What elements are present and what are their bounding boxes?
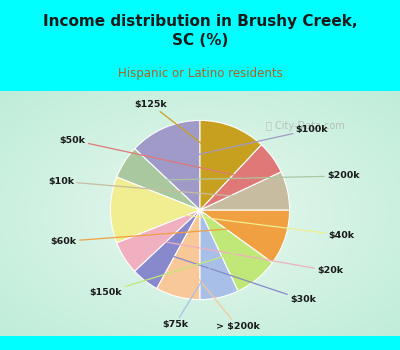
Text: $50k: $50k: [60, 135, 245, 177]
Text: Hispanic or Latino residents: Hispanic or Latino residents: [118, 67, 282, 80]
Wedge shape: [200, 145, 281, 210]
Text: $40k: $40k: [144, 210, 355, 240]
Wedge shape: [200, 120, 261, 210]
Wedge shape: [200, 210, 238, 300]
Text: $125k: $125k: [134, 100, 220, 158]
Text: $200k: $200k: [153, 172, 360, 181]
Text: $30k: $30k: [166, 254, 316, 304]
Wedge shape: [200, 210, 272, 291]
Text: $10k: $10k: [48, 177, 254, 198]
Wedge shape: [110, 177, 200, 243]
Wedge shape: [200, 210, 290, 262]
Wedge shape: [135, 210, 200, 288]
Text: > $200k: > $200k: [186, 264, 260, 331]
Text: $75k: $75k: [162, 264, 212, 329]
Wedge shape: [117, 210, 200, 271]
Text: $20k: $20k: [153, 240, 343, 275]
Text: ⓘ City-Data.com: ⓘ City-Data.com: [266, 121, 344, 131]
Wedge shape: [117, 149, 200, 210]
Wedge shape: [157, 210, 200, 300]
Text: Income distribution in Brushy Creek,
SC (%): Income distribution in Brushy Creek, SC …: [43, 14, 357, 48]
Text: $60k: $60k: [51, 227, 253, 246]
Text: $150k: $150k: [90, 253, 236, 297]
Wedge shape: [135, 120, 200, 210]
Wedge shape: [200, 172, 290, 210]
Text: $100k: $100k: [178, 125, 328, 159]
